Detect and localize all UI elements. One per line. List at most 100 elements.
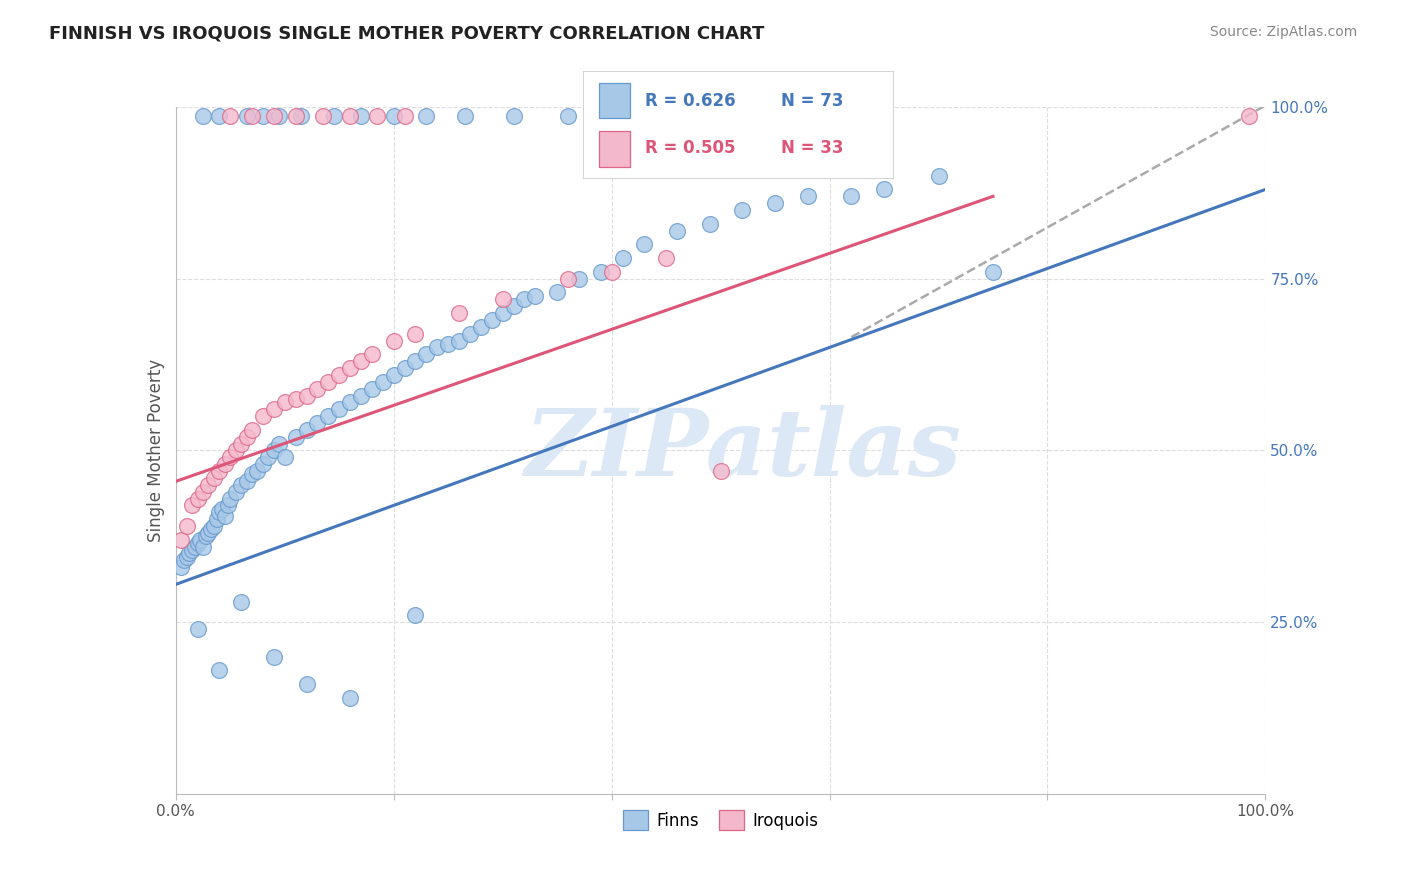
Point [176, 519, 198, 533]
Point [176, 549, 198, 564]
Point [231, 478, 253, 492]
Point [208, 464, 231, 478]
Point [394, 361, 416, 376]
Point [339, 690, 361, 705]
Y-axis label: Single Mother Poverty: Single Mother Poverty [146, 359, 165, 542]
Point [470, 319, 492, 334]
Point [318, 409, 340, 423]
Point [546, 285, 568, 300]
Point [200, 523, 222, 537]
Point [513, 293, 536, 307]
Point [214, 508, 236, 523]
Point [219, 450, 242, 465]
Point [415, 109, 437, 123]
Point [263, 402, 285, 417]
Point [568, 271, 591, 285]
Point [600, 265, 623, 279]
Point [360, 382, 382, 396]
Point [197, 478, 219, 492]
Point [235, 475, 257, 489]
Point [502, 299, 524, 313]
Point [173, 553, 195, 567]
Point [481, 313, 503, 327]
Point [366, 109, 388, 123]
Point [557, 271, 579, 285]
Legend: Finns, Iroquois: Finns, Iroquois [616, 804, 825, 837]
Point [502, 109, 524, 123]
Point [181, 543, 204, 558]
Point [405, 326, 427, 341]
Point [322, 109, 344, 123]
Point [284, 430, 307, 444]
Point [186, 491, 209, 506]
Point [328, 368, 350, 382]
Point [699, 217, 721, 231]
Point [246, 464, 269, 478]
Point [231, 436, 253, 450]
Point [274, 395, 297, 409]
Point [252, 457, 274, 471]
Text: R = 0.505: R = 0.505 [645, 139, 735, 157]
Point [177, 546, 200, 561]
Point [524, 289, 547, 303]
Point [211, 501, 233, 516]
Point [458, 326, 481, 341]
FancyBboxPatch shape [599, 131, 630, 167]
Point [557, 109, 579, 123]
Point [219, 109, 242, 123]
Point [170, 533, 193, 547]
Point [295, 388, 318, 402]
Point [252, 409, 274, 423]
Point [205, 512, 228, 526]
Point [447, 334, 470, 348]
Point [873, 182, 896, 196]
Point [328, 402, 350, 417]
Point [284, 392, 307, 406]
Point [191, 484, 214, 499]
Point [284, 109, 307, 123]
Point [214, 457, 236, 471]
Point [841, 189, 863, 203]
Point [447, 306, 470, 320]
Point [263, 649, 285, 664]
Point [240, 467, 263, 482]
Point [339, 109, 361, 123]
Text: N = 73: N = 73 [782, 92, 844, 110]
Point [240, 109, 263, 123]
Point [231, 594, 253, 608]
Point [191, 109, 214, 123]
Point [269, 436, 291, 450]
Point [197, 525, 219, 540]
Point [217, 499, 239, 513]
Point [312, 109, 335, 123]
Point [188, 533, 211, 547]
Point [350, 109, 373, 123]
Point [339, 395, 361, 409]
Point [170, 560, 193, 574]
Point [612, 109, 634, 123]
Point [184, 540, 207, 554]
Point [257, 450, 280, 465]
Point [252, 109, 274, 123]
Point [186, 622, 209, 636]
Point [269, 109, 291, 123]
Point [612, 251, 634, 265]
Point [928, 169, 950, 183]
Point [274, 450, 297, 465]
Point [371, 375, 394, 389]
Point [235, 430, 257, 444]
Point [307, 382, 329, 396]
Point [453, 109, 475, 123]
Point [225, 484, 247, 499]
Point [202, 519, 225, 533]
Text: R = 0.626: R = 0.626 [645, 92, 735, 110]
Text: N = 33: N = 33 [782, 139, 844, 157]
Point [208, 663, 231, 677]
Point [763, 196, 786, 211]
Point [382, 334, 405, 348]
Point [731, 203, 754, 218]
Point [181, 499, 204, 513]
Point [191, 540, 214, 554]
Point [350, 388, 373, 402]
Point [655, 251, 678, 265]
